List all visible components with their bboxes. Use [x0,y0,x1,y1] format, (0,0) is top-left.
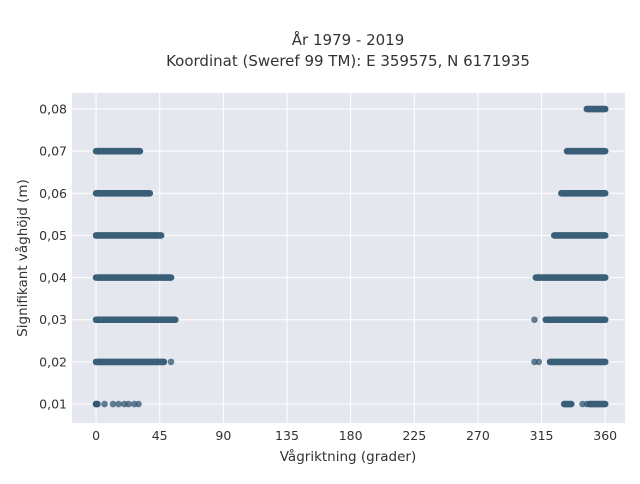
x-axis-label: Vågriktning (grader) [280,448,417,465]
x-tick-label: 135 [275,428,299,443]
data-point [115,400,122,408]
data-point [535,358,543,366]
data-point-cluster [586,400,609,408]
y-tick-label: 0,07 [39,144,67,159]
data-point-cluster [92,316,179,324]
axis-ticks: 0 45 90 135 180 225 270 315 360 0,01 0,02 0,03 0,04 0… [39,102,617,443]
data-point-cluster [92,147,144,155]
data-point-cluster [92,190,154,197]
y-axis-label: Signifikant våghöjd (m) [14,179,31,337]
data-point-cluster [546,358,609,366]
data-point [109,400,117,408]
x-tick-label: 360 [593,428,617,443]
chart-title: År 1979 - 2019 [292,30,405,49]
y-tick-label: 0,01 [39,397,67,412]
x-tick-label: 45 [152,428,168,443]
y-tick-label: 0,06 [39,186,67,201]
x-tick-label: 180 [339,428,363,443]
data-point [531,316,538,324]
data-point [101,400,108,408]
data-point [92,400,100,408]
data-point-cluster [558,190,609,197]
x-tick-label: 225 [402,428,426,443]
data-point [135,400,142,408]
y-tick-label: 0,02 [39,354,67,369]
x-tick-label: 315 [530,428,554,443]
data-point [125,400,132,408]
data-point-cluster [92,232,165,239]
chart-subtitle: Koordinat (Sweref 99 TM): E 359575, N 61… [166,52,530,70]
x-tick-label: 0 [92,428,100,443]
y-tick-label: 0,04 [39,270,67,285]
data-point-cluster [532,274,609,281]
data-point-cluster [563,147,609,155]
data-point-cluster [560,400,575,408]
data-point-cluster [542,316,609,324]
plot-background [72,93,625,423]
data-point-cluster [550,232,609,239]
data-point-cluster [92,274,175,281]
data-points [92,105,609,408]
data-point-cluster [92,358,168,366]
y-tick-label: 0,08 [39,102,67,117]
x-tick-label: 90 [215,428,231,443]
data-point [583,400,591,408]
data-point [167,358,175,366]
data-point-cluster [583,105,609,113]
y-tick-label: 0,05 [39,228,67,243]
x-tick-label: 270 [466,428,490,443]
y-tick-label: 0,03 [39,312,67,327]
